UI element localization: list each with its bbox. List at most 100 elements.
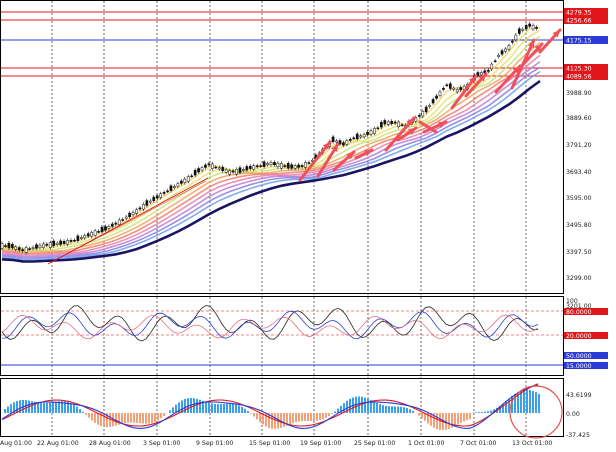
macd-histogram-bar bbox=[127, 413, 129, 423]
candle-body bbox=[218, 168, 220, 169]
candle-body bbox=[391, 121, 393, 123]
macd-histogram-bar bbox=[400, 407, 402, 413]
candle-body bbox=[387, 122, 389, 124]
macd-histogram-bar bbox=[331, 413, 333, 414]
macd-histogram-bar bbox=[391, 406, 393, 413]
candle-body bbox=[97, 231, 99, 232]
time-axis-label: 15 Sep 01:00 bbox=[249, 440, 290, 447]
macd-histogram-bar bbox=[394, 406, 396, 413]
candle-body bbox=[46, 244, 48, 245]
macd-histogram-bar bbox=[214, 404, 216, 413]
oscillator-panel[interactable] bbox=[1, 297, 564, 376]
macd-histogram-bar bbox=[97, 413, 99, 425]
price-axis-label: 3299.00 bbox=[566, 275, 592, 282]
macd-histogram-bar bbox=[448, 413, 450, 429]
macd-histogram-bar bbox=[298, 413, 300, 422]
macd-histogram-bar bbox=[223, 404, 225, 413]
macd-histogram-bar bbox=[319, 413, 321, 420]
macd-histogram-bar bbox=[364, 398, 366, 413]
candle-body bbox=[215, 167, 217, 168]
macd-histogram-bar bbox=[73, 405, 75, 413]
macd-histogram-bar bbox=[88, 413, 90, 418]
macd-histogram-bar bbox=[295, 413, 297, 422]
macd-histogram-bar bbox=[46, 403, 48, 413]
macd-histogram-bar bbox=[376, 403, 378, 413]
macd-histogram-bar bbox=[469, 413, 471, 419]
macd-histogram-bar bbox=[484, 412, 486, 413]
candle-body bbox=[222, 167, 224, 171]
time-axis-label: 13 Oct 01:00 bbox=[512, 440, 552, 447]
macd-histogram-bar bbox=[226, 404, 228, 413]
candle-body bbox=[204, 165, 206, 167]
macd-histogram-bar bbox=[274, 413, 276, 429]
candle-body bbox=[53, 241, 55, 246]
candle-body bbox=[229, 171, 231, 175]
candle-body bbox=[160, 194, 162, 198]
macd-histogram-bar bbox=[16, 401, 18, 413]
macd-histogram-bar bbox=[289, 413, 291, 424]
macd-histogram-bar bbox=[157, 413, 159, 420]
candle-body bbox=[11, 244, 13, 248]
macd-histogram-bar bbox=[133, 413, 135, 423]
candle-body bbox=[225, 170, 227, 172]
macd-histogram-bar bbox=[136, 413, 138, 423]
price-tag-4125: 4125.30 bbox=[566, 66, 592, 73]
candle-body bbox=[22, 250, 24, 251]
price-tag-4175: 4175.15 bbox=[566, 38, 592, 45]
macd-histogram-bar bbox=[304, 413, 306, 421]
candle-body bbox=[187, 176, 189, 181]
time-axis-label: Aug 01:00 bbox=[0, 440, 32, 447]
candle-body bbox=[422, 111, 424, 116]
candle-body bbox=[63, 241, 65, 243]
macd-histogram-bar bbox=[49, 403, 51, 413]
candle-body bbox=[373, 128, 375, 133]
candle-body bbox=[491, 64, 493, 69]
macd-histogram-bar bbox=[235, 404, 237, 413]
candle-body bbox=[446, 85, 448, 86]
candle-body bbox=[153, 197, 155, 201]
macd-histogram-bar bbox=[307, 413, 309, 421]
candle-body bbox=[91, 233, 93, 237]
candle-body bbox=[332, 137, 334, 142]
osc-level-50: 50.0000 bbox=[566, 353, 592, 360]
candle-body bbox=[384, 120, 386, 124]
candle-body bbox=[149, 201, 151, 202]
main-price-panel[interactable] bbox=[1, 1, 564, 294]
macd-histogram-bar bbox=[310, 413, 312, 421]
candle-body bbox=[170, 186, 172, 191]
candle-body bbox=[394, 122, 396, 123]
candle-body bbox=[487, 70, 489, 71]
candle-body bbox=[180, 181, 182, 183]
macd-histogram-bar bbox=[238, 405, 240, 413]
candle-body bbox=[370, 131, 372, 135]
candle-body bbox=[122, 220, 124, 221]
osc-level-80: 80.0000 bbox=[566, 309, 592, 316]
macd-histogram-bar bbox=[115, 413, 117, 426]
candle-body bbox=[529, 24, 531, 26]
macd-histogram-bar bbox=[373, 402, 375, 413]
price-axis-label: 3791.20 bbox=[566, 142, 592, 149]
macd-histogram-bar bbox=[418, 413, 420, 416]
candle-body bbox=[101, 227, 103, 232]
time-axis-label: 7 Oct 01:00 bbox=[460, 440, 496, 447]
macd-histogram-bar bbox=[160, 413, 162, 418]
candle-body bbox=[73, 240, 75, 241]
candle-body bbox=[363, 134, 365, 136]
candle-body bbox=[249, 166, 251, 168]
candle-body bbox=[60, 241, 62, 245]
candle-body bbox=[87, 234, 89, 236]
macd-histogram-bar bbox=[4, 409, 6, 413]
macd-histogram-bar bbox=[94, 413, 96, 423]
candle-body bbox=[115, 223, 117, 224]
macd-histogram-bar bbox=[397, 407, 399, 413]
candle-body bbox=[118, 220, 120, 225]
candle-body bbox=[211, 164, 213, 169]
macd-histogram-bar bbox=[151, 413, 153, 423]
macd-histogram-bar bbox=[7, 406, 9, 413]
candle-body bbox=[32, 247, 34, 248]
candle-body bbox=[56, 243, 58, 244]
candle-body bbox=[28, 249, 30, 250]
macd-axis-label: -37.425 bbox=[566, 432, 590, 439]
